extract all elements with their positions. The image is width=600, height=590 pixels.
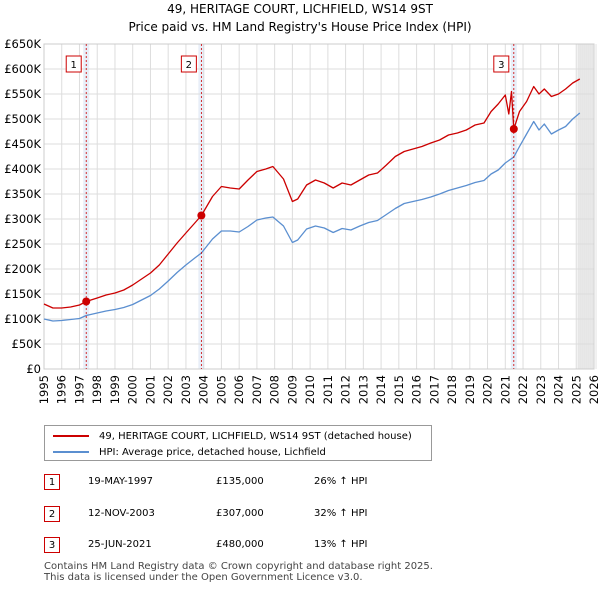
legend: 49, HERITAGE COURT, LICHFIELD, WS14 9ST … [44, 425, 432, 461]
y-tick-label: £600K [4, 62, 41, 76]
y-axis-ticks: £0 £50K £100K £150K £200K £250K £300K £350K £400… [4, 37, 41, 376]
chart-subtitle: Price paid vs. HM Land Registry's House … [128, 20, 471, 34]
x-tick-label: 2024 [552, 375, 566, 404]
y-tick-label: £650K [4, 37, 41, 51]
chart-title: 49, HERITAGE COURT, LICHFIELD, WS14 9ST [167, 2, 434, 16]
x-tick-label: 2018 [445, 375, 459, 404]
x-tick-label: 1999 [108, 375, 122, 404]
y-tick-label: £500K [4, 112, 41, 126]
x-tick-label: 2010 [303, 375, 317, 404]
y-tick-label: £200K [4, 262, 41, 276]
x-tick-label: 2008 [268, 375, 282, 404]
x-tick-label: 2004 [197, 375, 211, 404]
series-lines [43, 78, 581, 322]
plot-area [44, 44, 597, 369]
sale-marker-badge: 2 [44, 506, 60, 522]
x-tick-label: 2019 [463, 375, 477, 404]
sale-marker-box [493, 55, 510, 73]
sale-marker-label: 3 [498, 60, 504, 71]
hpi-line [43, 112, 581, 322]
sale-hpi-change: 13% ↑ HPI [314, 539, 368, 550]
x-tick-label: 2014 [374, 375, 388, 404]
x-tick-label: 2012 [339, 375, 353, 404]
x-tick-label: 2017 [427, 375, 441, 404]
x-tick-label: 2003 [179, 375, 193, 404]
sale-band [510, 44, 517, 369]
y-tick-label: £0 [26, 362, 41, 376]
x-tick-label: 2022 [516, 375, 530, 404]
y-tick-label: £400K [4, 162, 41, 176]
x-tick-label: 2016 [410, 375, 424, 404]
footer-license: This data is licensed under the Open Gov… [44, 572, 363, 583]
sale-price: £307,000 [216, 508, 264, 519]
legend-label-hpi: HPI: Average price, detached house, Lich… [99, 446, 326, 458]
y-tick-label: £300K [4, 212, 41, 226]
y-tick-label: £250K [4, 237, 41, 251]
sale-date: 19-MAY-1997 [88, 476, 154, 487]
x-tick-label: 1997 [72, 375, 86, 404]
sale-marker-label: 2 [186, 60, 192, 71]
x-tick-label: 2015 [392, 375, 406, 404]
x-tick-label: 2002 [161, 375, 175, 404]
sale-point [197, 211, 206, 220]
sale-price: £135,000 [216, 476, 264, 487]
sale-hpi-change: 32% ↑ HPI [314, 508, 368, 519]
legend-label-property: 49, HERITAGE COURT, LICHFIELD, WS14 9ST … [99, 430, 412, 442]
legend-swatch-property [53, 435, 89, 437]
x-tick-label: 1996 [55, 375, 69, 404]
y-tick-label: £550K [4, 87, 41, 101]
x-tick-label: 2007 [250, 375, 264, 404]
sale-markers: 1 2 3 [65, 44, 518, 369]
sale-hpi-change: 26% ↑ HPI [314, 476, 368, 487]
legend-item-property: 49, HERITAGE COURT, LICHFIELD, WS14 9ST … [53, 428, 412, 444]
grid-lines [43, 43, 595, 370]
price-chart: 49, HERITAGE COURT, LICHFIELD, WS14 9ST … [4, 2, 600, 404]
x-tick-label: 2001 [143, 375, 157, 404]
sale-band [198, 44, 205, 369]
legend-item-hpi: HPI: Average price, detached house, Lich… [53, 444, 326, 460]
sale-date: 12-NOV-2003 [88, 508, 155, 519]
x-tick-label: 2020 [481, 375, 495, 404]
x-tick-label: 2009 [285, 375, 299, 404]
sale-marker-box [180, 55, 197, 73]
property-price-line [43, 78, 581, 309]
x-tick-label: 2006 [232, 375, 246, 404]
footer-attribution: Contains HM Land Registry data © Crown c… [44, 561, 433, 583]
x-tick-label: 2025 [569, 375, 583, 404]
x-tick-label: 2000 [126, 375, 140, 404]
x-tick-label: 2023 [534, 375, 548, 404]
sale-band [83, 44, 90, 369]
x-tick-label: 2021 [498, 375, 512, 404]
plot-border [43, 43, 595, 370]
x-tick-label: 2011 [321, 375, 335, 404]
sale-marker-badge: 3 [44, 537, 60, 553]
y-tick-label: £100K [4, 312, 41, 326]
x-tick-label: 2013 [356, 375, 370, 404]
sale-date: 25-JUN-2021 [88, 539, 152, 550]
legend-swatch-hpi [53, 451, 89, 453]
sale-price: £480,000 [216, 539, 264, 550]
sale-marker-box [65, 55, 82, 73]
sale-point [509, 125, 518, 133]
sale-marker-badge: 1 [44, 474, 60, 490]
x-tick-label: 1995 [37, 375, 51, 404]
y-tick-label: £350K [4, 187, 41, 201]
x-tick-label: 2005 [214, 375, 228, 404]
sale-marker-label: 1 [71, 60, 77, 71]
y-tick-label: £450K [4, 137, 41, 151]
x-tick-label: 2026 [587, 375, 600, 404]
footer-copyright: Contains HM Land Registry data © Crown c… [44, 561, 433, 572]
x-tick-label: 1998 [90, 375, 104, 404]
y-tick-label: £150K [4, 287, 41, 301]
x-axis-ticks: 1995 1996 1997 1998 1999 2000 2001 2002 2003 2004… [37, 375, 600, 404]
sale-point [82, 297, 91, 306]
y-tick-label: £50K [12, 337, 42, 351]
